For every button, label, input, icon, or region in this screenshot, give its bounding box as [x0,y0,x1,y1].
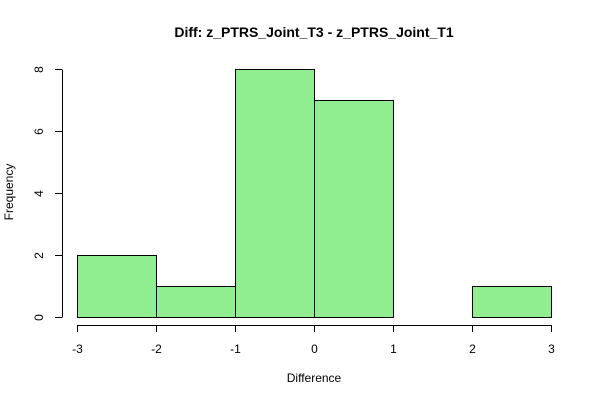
histogram-bar [235,69,315,318]
x-axis: -3 -2 -1 0 1 2 3 [72,325,555,356]
x-tick-label: 2 [469,342,476,356]
y-tick-label: 2 [32,252,46,259]
histogram-bar [472,286,552,318]
histogram-bar [156,286,236,318]
histogram-bar [77,255,157,318]
histogram-bars [77,69,552,318]
x-axis-label: Difference [287,371,342,385]
x-tick-label: 3 [548,342,555,356]
histogram-bar [314,100,394,318]
x-tick-label: 1 [390,342,397,356]
x-tick-label: -2 [151,342,162,356]
x-tick-label: -3 [72,342,83,356]
x-tick-label: -1 [230,342,241,356]
y-tick-label: 8 [32,66,46,73]
y-tick-label: 6 [32,128,46,135]
chart-title: Diff: z_PTRS_Joint_T3 - z_PTRS_Joint_T1 [174,24,453,40]
y-axis: 0 2 4 6 8 [32,66,63,321]
x-tick-label: 0 [311,342,318,356]
y-tick-label: 4 [32,190,46,197]
y-tick-label: 0 [32,314,46,321]
y-axis-label: Frequency [2,164,16,221]
